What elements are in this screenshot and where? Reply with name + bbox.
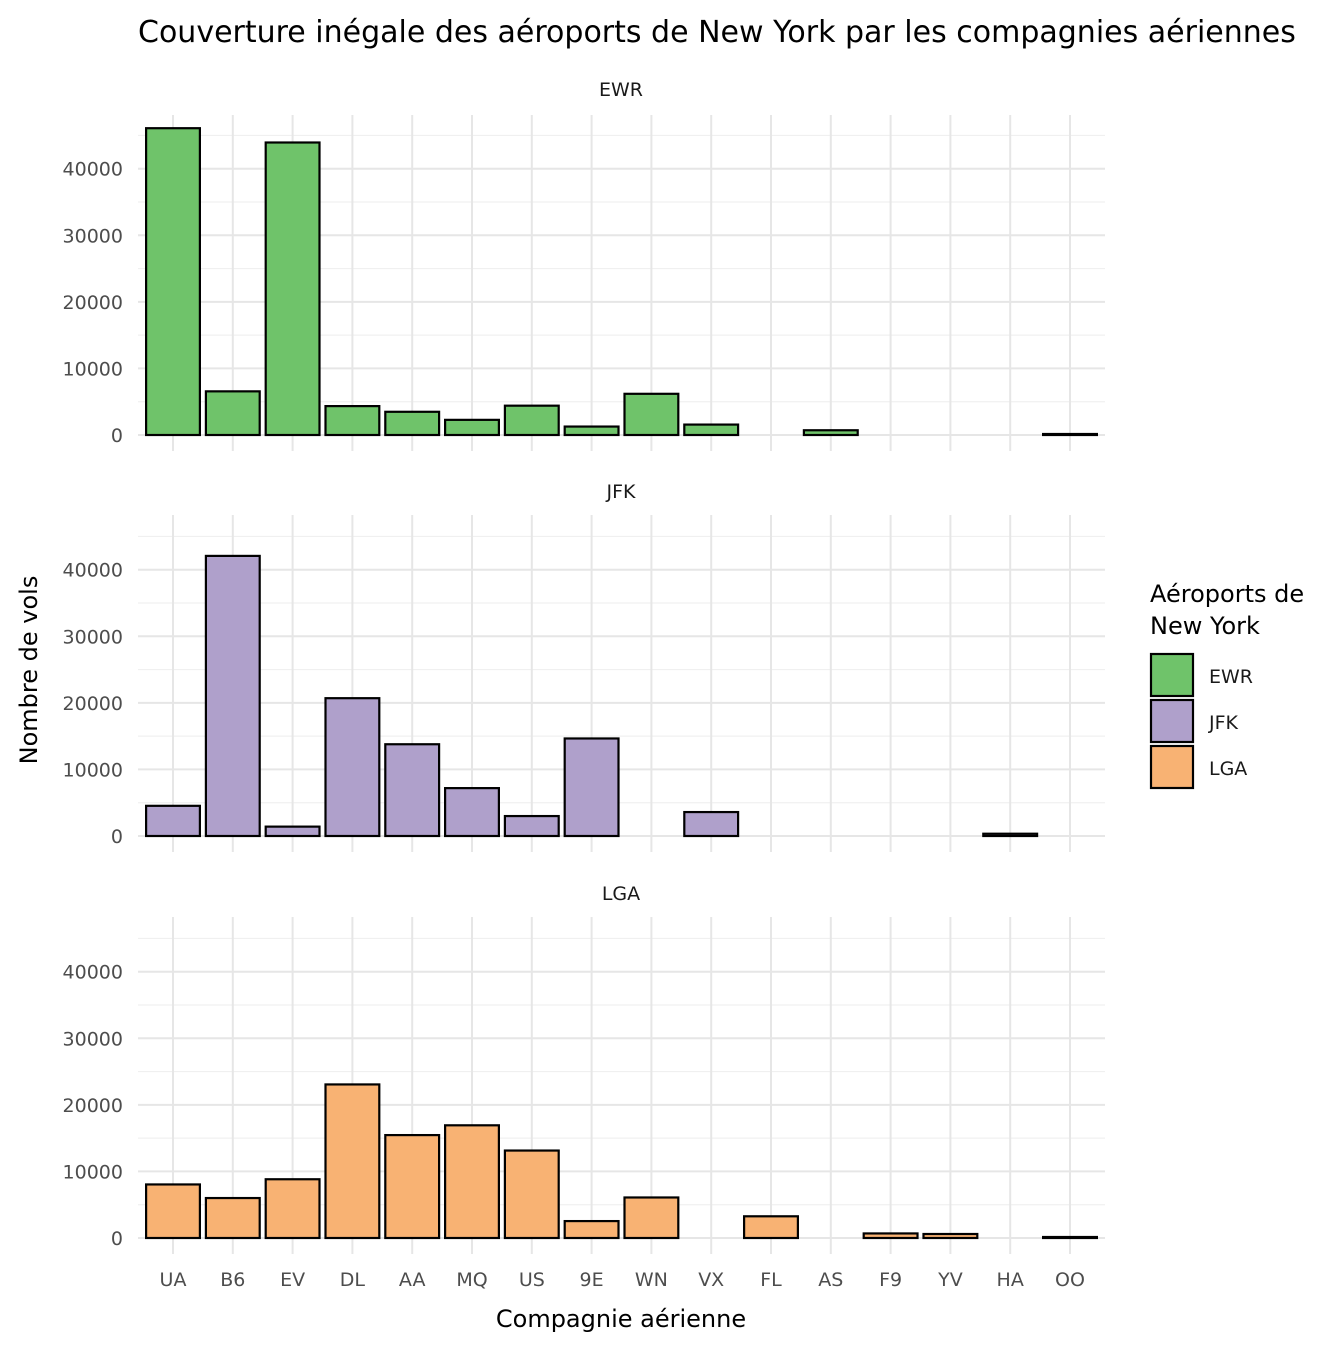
bar-jfk-ev <box>264 825 321 838</box>
legend-label-jfk: JFK <box>1208 712 1239 734</box>
y-tick-label: 0 <box>111 425 123 447</box>
legend-title: Aéroports de <box>1150 580 1304 608</box>
legend-title: New York <box>1150 612 1260 640</box>
legend-label-ewr: EWR <box>1209 666 1253 688</box>
legend: Aéroports de New York EWR JFK LGA <box>1149 580 1304 790</box>
y-tick-label: 30000 <box>63 225 123 247</box>
y-tick-label: 40000 <box>63 159 123 181</box>
facet-panel-lga: LGA 0 10000 20000 30000 40000 <box>63 883 1105 1254</box>
x-tick-label: AA <box>399 1269 426 1291</box>
chart-title: Couverture inégale des aéroports de New … <box>138 15 1296 50</box>
bar-lga-b6 <box>204 1196 261 1240</box>
x-tick-label: WN <box>635 1269 668 1291</box>
bar-lga-oo <box>1041 1235 1098 1240</box>
x-axis-title: Compagnie aérienne <box>496 1305 746 1333</box>
facet-panel-ewr: EWR 0 10000 20000 30000 40000 <box>63 79 1105 451</box>
bar-ewr-ua <box>145 127 202 437</box>
bar-jfk-vx <box>683 810 740 838</box>
bar-ewr-ev <box>264 141 321 437</box>
bar-jfk-dl <box>324 697 381 838</box>
y-tick-label: 10000 <box>63 1161 123 1183</box>
y-tick-label: 0 <box>111 1228 123 1250</box>
x-tick-label: 9E <box>580 1269 604 1291</box>
bar-lga-wn <box>623 1196 680 1240</box>
bar-jfk-ua <box>145 804 202 838</box>
y-tick-label: 30000 <box>63 1028 123 1050</box>
bar-lga-f9 <box>862 1232 919 1240</box>
facet-strip-label: EWR <box>599 79 643 101</box>
x-tick-label: F9 <box>879 1269 902 1291</box>
bar-ewr-9e <box>563 425 620 437</box>
bar-ewr-aa <box>384 410 441 437</box>
legend-swatch-ewr <box>1149 652 1195 698</box>
bar-lga-9e <box>563 1219 620 1240</box>
y-tick-label: 20000 <box>63 1095 123 1117</box>
x-tick-label: VX <box>698 1269 724 1291</box>
y-tick-label: 40000 <box>63 962 123 984</box>
y-axis-title: Nombre de vols <box>15 576 43 765</box>
x-axis-tick-labels: UA B6 EV DL AA MQ US 9E WN VX FL AS F9 YV HA OO <box>160 1269 1085 1291</box>
bar-lga-ua <box>145 1183 202 1240</box>
bar-jfk-us <box>503 814 560 838</box>
bar-ewr-as <box>802 429 859 437</box>
y-tick-label: 0 <box>111 826 123 848</box>
bar-lga-mq <box>444 1124 501 1240</box>
bar-ewr-oo <box>1041 432 1098 437</box>
x-tick-label: US <box>519 1269 545 1291</box>
x-tick-label: YV <box>937 1269 963 1291</box>
facet-strip-label: JFK <box>606 481 637 503</box>
x-tick-label: AS <box>818 1269 843 1291</box>
x-tick-label: UA <box>160 1269 187 1291</box>
facet-panels: EWR 0 10000 20000 30000 40000 JFK 0 10000 20000 30… <box>63 79 1105 1254</box>
y-tick-label: 30000 <box>63 626 123 648</box>
bar-ewr-vx <box>683 423 740 437</box>
y-tick-label: 40000 <box>63 560 123 582</box>
bar-jfk-b6 <box>204 554 261 838</box>
x-tick-label: FL <box>760 1269 782 1291</box>
legend-swatch-lga <box>1149 744 1195 790</box>
x-tick-label: B6 <box>220 1269 245 1291</box>
y-tick-label: 10000 <box>63 358 123 380</box>
x-tick-label: EV <box>280 1269 305 1291</box>
x-tick-label: MQ <box>456 1269 487 1291</box>
x-tick-label: OO <box>1055 1269 1085 1291</box>
bar-ewr-us <box>503 404 560 437</box>
bar-lga-yv <box>922 1232 979 1240</box>
bar-lga-aa <box>384 1133 441 1240</box>
x-tick-label: DL <box>340 1269 366 1291</box>
bar-lga-dl <box>324 1083 381 1240</box>
bar-ewr-mq <box>444 418 501 437</box>
bar-jfk-9e <box>563 737 620 838</box>
bar-ewr-b6 <box>204 390 261 437</box>
legend-swatch-jfk <box>1149 698 1195 744</box>
bar-ewr-wn <box>623 392 680 437</box>
bar-lga-fl <box>742 1215 799 1240</box>
bar-jfk-ha <box>982 832 1039 838</box>
bar-lga-us <box>503 1149 560 1240</box>
facet-panel-jfk: JFK 0 10000 20000 30000 40000 <box>63 481 1105 852</box>
legend-label-lga: LGA <box>1209 758 1247 780</box>
bar-jfk-aa <box>384 743 441 838</box>
bar-lga-ev <box>264 1178 321 1240</box>
facet-strip-label: LGA <box>602 883 640 905</box>
y-tick-label: 10000 <box>63 759 123 781</box>
y-tick-label: 20000 <box>63 292 123 314</box>
bar-jfk-mq <box>444 787 501 838</box>
x-tick-label: HA <box>997 1269 1024 1291</box>
y-tick-label: 20000 <box>63 693 123 715</box>
bar-ewr-dl <box>324 405 381 437</box>
